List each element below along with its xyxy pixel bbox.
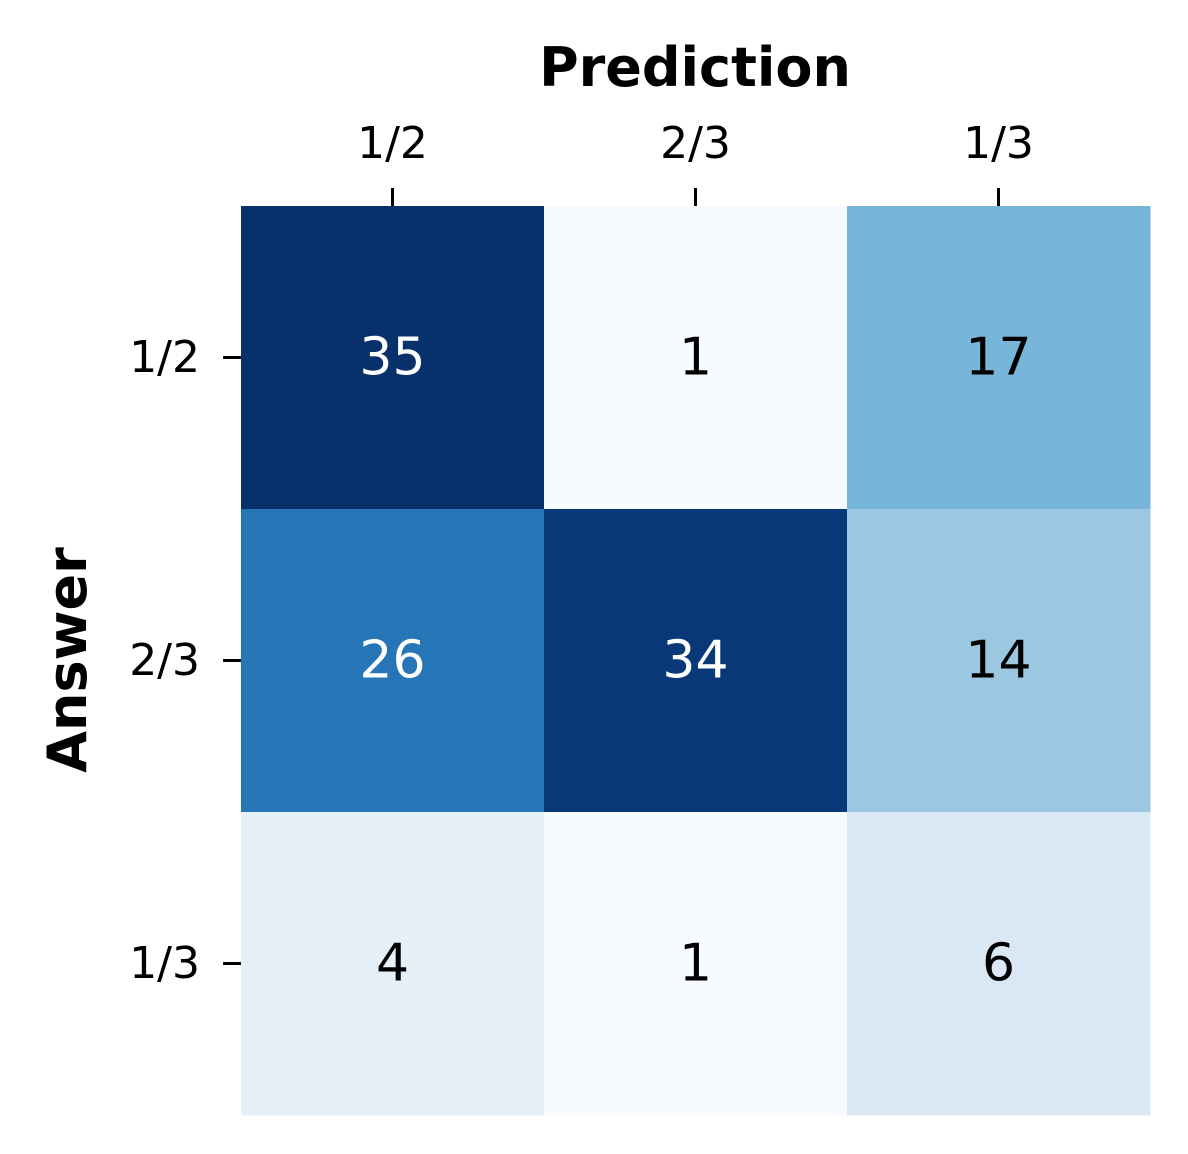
cell-value-label-r1-c0: 26 <box>359 631 425 691</box>
heatmap-cell-r0-c0 <box>241 206 545 510</box>
heatmap-cell-r2-c0 <box>241 812 545 1116</box>
x-tick-label-1: 2/3 <box>660 118 731 169</box>
heatmap-cell-r0-c2 <box>847 206 1151 510</box>
x-axis-title: Prediction <box>539 36 851 99</box>
x-axis-ticks: 1/2 2/3 1/3 <box>357 118 1034 206</box>
cell-value-label-r1-c2: 14 <box>965 631 1031 691</box>
cell-value-label-r1-c1: 34 <box>662 631 728 691</box>
cell-value-label-r2-c1: 1 <box>679 934 712 994</box>
y-tick-label-0: 1/2 <box>129 332 200 383</box>
y-tick-label-2: 1/3 <box>129 938 200 989</box>
heatmap-cell-r0-c1 <box>544 206 848 510</box>
y-tick-label-1: 2/3 <box>129 635 200 686</box>
heatmap-cell-r1-c1 <box>544 509 848 813</box>
heatmap-cell-r2-c2 <box>847 812 1151 1116</box>
y-axis-title: Answer <box>36 547 99 773</box>
cell-value-label-r0-c1: 1 <box>679 328 712 388</box>
x-tick-label-2: 1/3 <box>963 118 1034 169</box>
cell-value-label-r0-c2: 17 <box>965 328 1031 388</box>
cell-value-label-r0-c0: 35 <box>359 328 425 388</box>
cell-value-label-r2-c2: 6 <box>982 934 1015 994</box>
heatmap-cell-r2-c1 <box>544 812 848 1116</box>
y-axis-ticks: 1/2 2/3 1/3 <box>129 332 241 989</box>
x-tick-label-0: 1/2 <box>357 118 428 169</box>
cell-value-label-r2-c0: 4 <box>376 934 409 994</box>
heatmap-cell-r1-c0 <box>241 509 545 813</box>
heatmap-cell-r1-c2 <box>847 509 1151 813</box>
heatmap-cells: 35 1 17 26 34 14 4 1 6 <box>241 206 1151 1116</box>
